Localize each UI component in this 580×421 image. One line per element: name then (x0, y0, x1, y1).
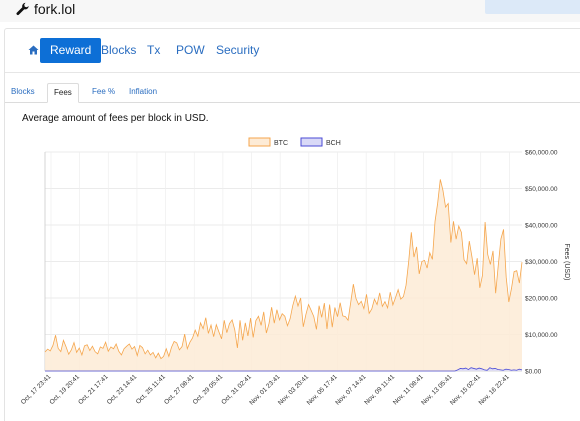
wrench-icon (16, 2, 30, 16)
x-tick-label: Nov, 16 22:41 (478, 373, 511, 406)
subtab-inflation[interactable]: Inflation (129, 87, 158, 96)
chart-description: Average amount of fees per block in USD. (22, 113, 209, 124)
legend-swatch-btc (248, 137, 271, 147)
nav-security[interactable]: Security (216, 43, 260, 57)
brand-name: fork.lol (34, 1, 76, 17)
btc-series-area (45, 179, 522, 371)
y-tick-label: $40,000.00 (525, 222, 558, 229)
nav-blocks[interactable]: Blocks (101, 43, 137, 57)
subtabs: Blocks Fees Fee % Inflation (5, 83, 580, 103)
y-tick-label: $50,000.00 (525, 186, 558, 193)
nav-reward[interactable]: Reward (40, 38, 102, 63)
home-icon (28, 44, 39, 58)
nav-home[interactable] (18, 38, 49, 63)
subtab-fee-percent[interactable]: Fee % (92, 87, 116, 96)
nav-tx[interactable]: Tx (147, 43, 161, 57)
y-tick-label: $10,000.00 (525, 332, 558, 339)
bch-series-area (45, 367, 522, 371)
y-tick-label: $30,000.00 (525, 259, 558, 266)
bch-series-line (45, 367, 523, 372)
nav-bar: Reward Blocks Tx POW Security (5, 29, 580, 73)
subtab-blocks[interactable]: Blocks (11, 87, 35, 96)
btc-series-line (44, 179, 523, 360)
legend-label-bch: BCH (326, 140, 341, 147)
legend-swatch-bch (300, 137, 323, 147)
y-tick-label: $60,000.00 (525, 149, 558, 156)
y-axis-title: Fees (USD) (563, 244, 570, 281)
x-tick-label: Oct, 23 14:41 (106, 373, 139, 406)
subtab-fees[interactable]: Fees (47, 83, 79, 103)
y-tick-label: $0.00 (525, 368, 542, 375)
top-bar: fork.lol (0, 0, 580, 22)
nav-pow[interactable]: POW (176, 43, 205, 57)
top-right-button[interactable] (485, 0, 580, 14)
y-tick-label: $20,000.00 (525, 295, 558, 302)
legend-label-btc: BTC (274, 140, 288, 147)
brand[interactable]: fork.lol (16, 1, 75, 17)
